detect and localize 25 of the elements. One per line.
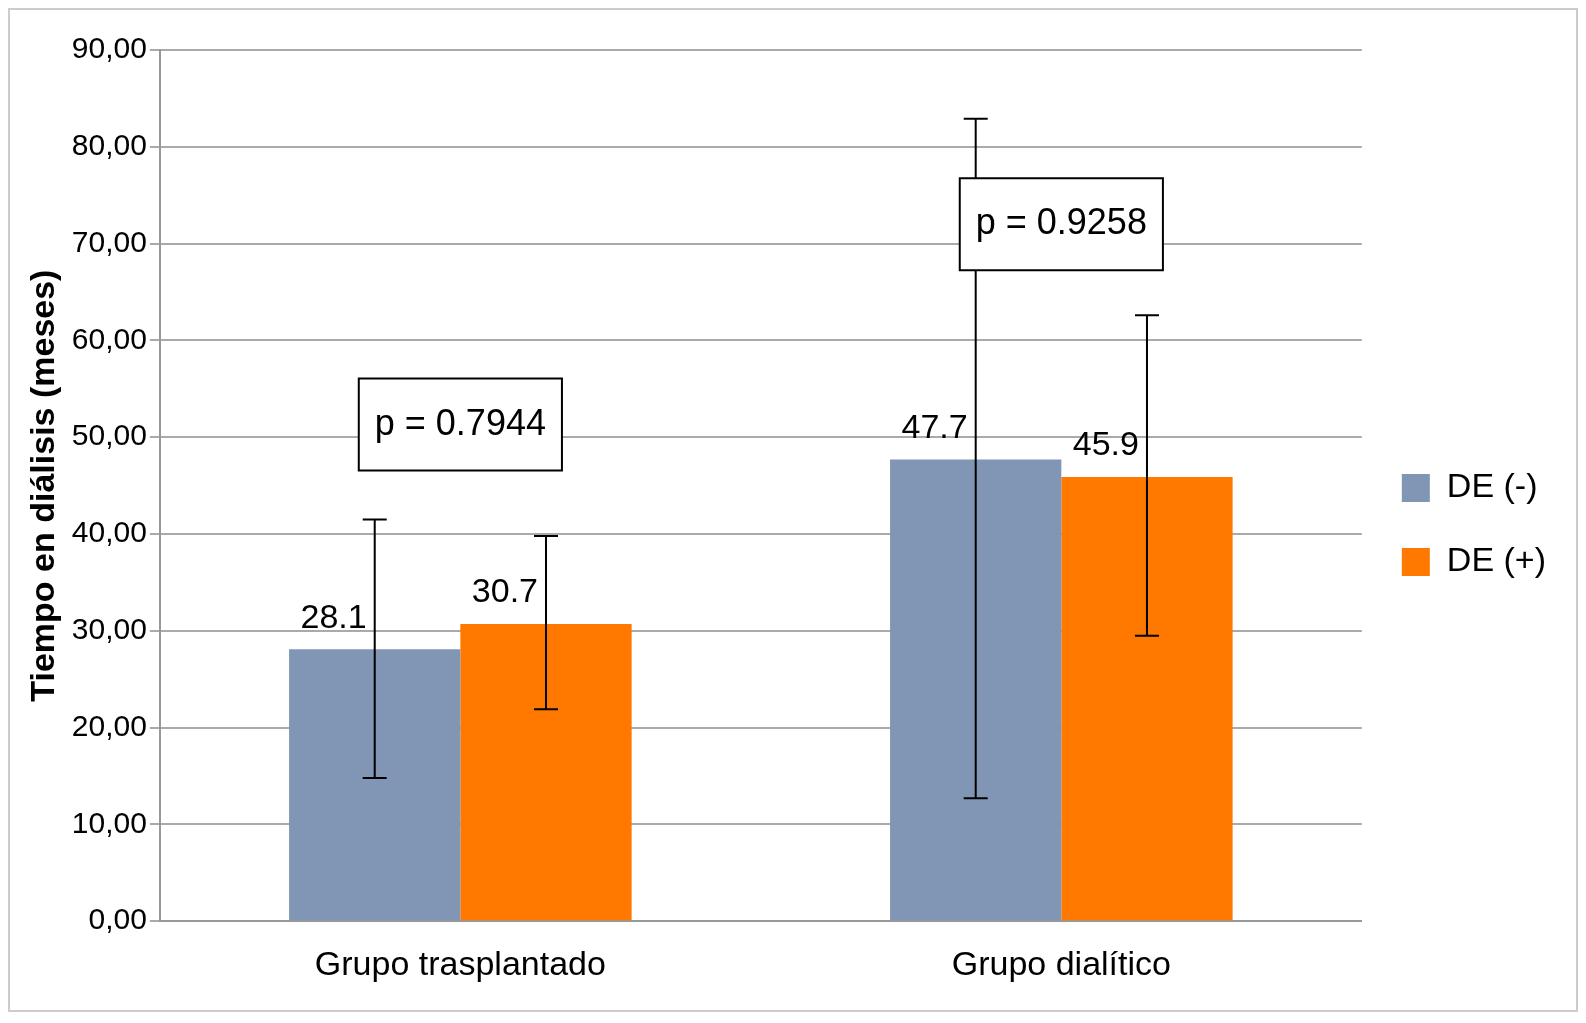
bar xyxy=(890,459,1062,921)
data-label: 47.7 xyxy=(901,406,968,445)
annotation: p = 0.9258 xyxy=(975,201,1147,243)
y-tick-label: 10,00 xyxy=(71,805,147,839)
x-tick-label: Grupo trasplantado xyxy=(314,943,606,982)
y-tick-label: 60,00 xyxy=(71,321,147,355)
y-tick-label: 20,00 xyxy=(71,708,147,742)
data-label: 28.1 xyxy=(300,596,367,635)
y-tick-label: 80,00 xyxy=(71,128,147,162)
y-axis-title: Tiempo en diálisis (meses) xyxy=(22,269,61,702)
bar xyxy=(289,649,461,921)
legend-label: DE (+) xyxy=(1446,540,1547,579)
y-tick-label: 70,00 xyxy=(71,224,147,258)
y-tick-label: 30,00 xyxy=(71,612,147,646)
data-label: 45.9 xyxy=(1072,424,1139,463)
y-tick-label: 90,00 xyxy=(71,31,147,65)
bar xyxy=(460,624,632,921)
x-tick-label: Grupo dialítico xyxy=(951,943,1171,982)
bar xyxy=(1061,476,1233,921)
y-tick-label: 0,00 xyxy=(88,902,147,936)
annotation: p = 0.7944 xyxy=(374,401,546,443)
legend-label: DE (-) xyxy=(1446,466,1538,505)
y-tick-label: 50,00 xyxy=(71,418,147,452)
y-tick-label: 40,00 xyxy=(71,515,147,549)
data-label: 30.7 xyxy=(471,571,538,610)
